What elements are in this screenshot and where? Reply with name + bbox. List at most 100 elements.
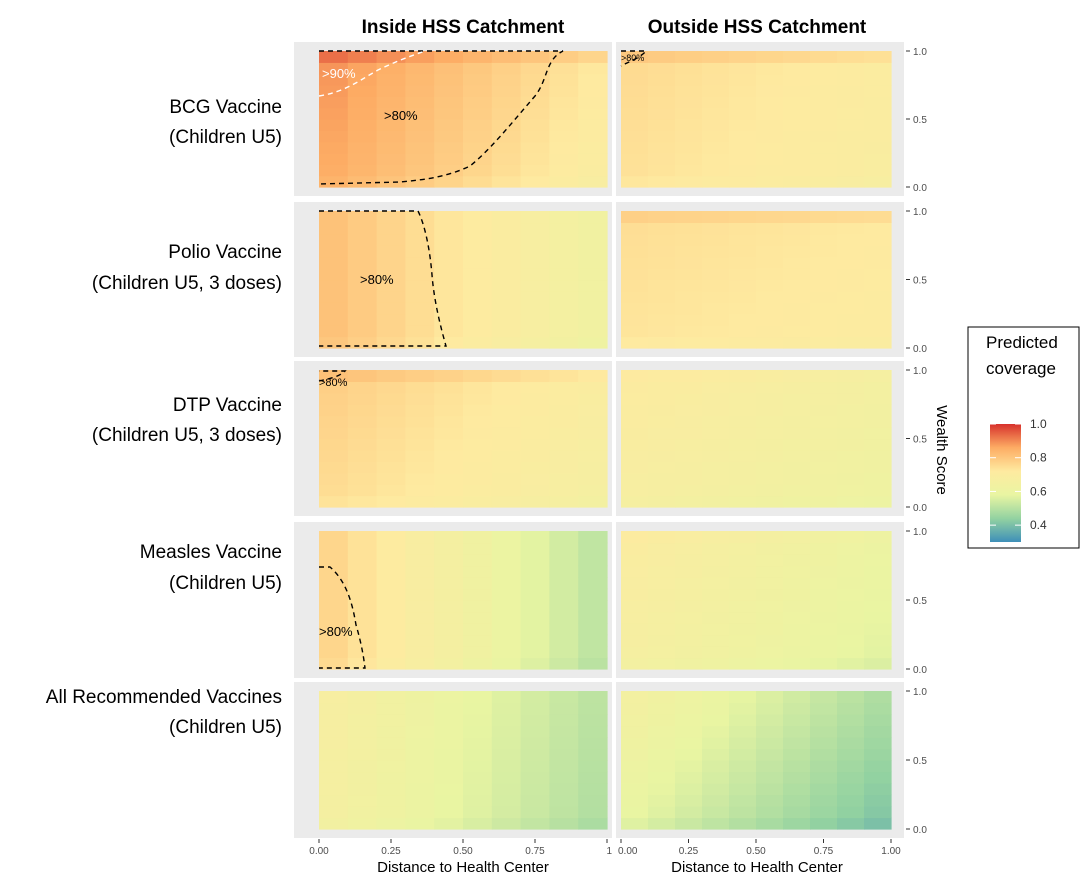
heatmap-cell — [702, 714, 730, 727]
heatmap-cell — [434, 472, 464, 485]
heatmap-cell — [729, 806, 757, 819]
heatmap-cell — [376, 600, 406, 613]
heatmap-cell — [520, 817, 550, 830]
heatmap-cell — [783, 256, 811, 269]
heatmap-cell — [783, 702, 811, 715]
heatmap-cell — [729, 748, 757, 761]
heatmap-cell — [864, 611, 892, 624]
heatmap-cell — [729, 268, 757, 281]
heatmap-cell — [837, 290, 865, 303]
heatmap-cell — [729, 794, 757, 807]
row-label-bcg-name: BCG Vaccine — [169, 97, 282, 118]
heatmap-cell — [702, 245, 730, 258]
heatmap-cell — [434, 211, 464, 224]
heatmap-cell — [756, 554, 784, 567]
heatmap-cell — [864, 817, 892, 830]
heatmap-cell — [756, 107, 784, 120]
heatmap-cell — [376, 381, 406, 394]
heatmap-cell — [405, 119, 435, 131]
heatmap-cell — [864, 588, 892, 601]
heatmap-cell — [702, 153, 730, 165]
heatmap-cell — [434, 725, 464, 738]
heatmap-cell — [675, 211, 703, 224]
y-tick-label: 1.0 — [913, 366, 927, 377]
heatmap-cell — [756, 279, 784, 292]
heatmap-cell — [648, 222, 676, 235]
heatmap-cell — [376, 806, 406, 819]
heatmap-cell — [405, 565, 435, 578]
heatmap-cell — [347, 484, 378, 497]
heatmap-cell — [621, 611, 649, 624]
heatmap-cell — [864, 290, 892, 303]
heatmap-cell — [702, 256, 730, 269]
heatmap-cell — [810, 771, 838, 784]
heatmap-cell — [434, 256, 464, 269]
heatmap-cell — [347, 565, 378, 578]
heatmap-cell — [405, 85, 435, 97]
heatmap-cell — [810, 164, 838, 177]
heatmap-cell — [756, 153, 784, 165]
heatmap-cell — [648, 164, 676, 177]
heatmap-cell — [648, 427, 676, 440]
heatmap-cell — [729, 96, 757, 109]
heatmap-cell — [376, 495, 406, 508]
heatmap-cell — [434, 646, 464, 659]
heatmap-cell — [621, 279, 649, 292]
heatmap-cell — [347, 313, 378, 326]
heatmap-cell — [347, 175, 378, 188]
heatmap-cell — [621, 495, 649, 508]
heatmap-cell — [319, 623, 349, 636]
heatmap-cell — [520, 472, 550, 485]
heatmap-cell — [810, 233, 838, 246]
heatmap-cell — [520, 484, 550, 497]
heatmap-cell — [405, 702, 435, 715]
heatmap-cell — [463, 438, 493, 451]
heatmap-cell — [621, 415, 649, 428]
heatmap-cell — [376, 565, 406, 578]
heatmap-cell — [549, 542, 579, 555]
heatmap-cell — [463, 577, 493, 590]
heatmap-cell — [491, 577, 522, 590]
heatmap-cell — [675, 783, 703, 796]
heatmap-cell — [520, 714, 550, 727]
heatmap-cell — [434, 107, 464, 120]
heatmap-cell — [434, 623, 464, 636]
heatmap-cell — [434, 427, 464, 440]
heatmap-cell — [549, 472, 579, 485]
heatmap-cell — [549, 85, 579, 97]
heatmap-cell — [810, 588, 838, 601]
heatmap-cell — [549, 771, 579, 784]
x-tick-label: 0.25 — [381, 846, 401, 857]
heatmap-cell — [319, 279, 349, 292]
heatmap-cell — [675, 427, 703, 440]
heatmap-cell — [434, 302, 464, 315]
heatmap-cell — [783, 427, 811, 440]
x-tick-label: 0.75 — [814, 846, 834, 857]
heatmap-cell — [520, 141, 550, 154]
heatmap-cell — [434, 531, 464, 544]
heatmap-cell — [756, 806, 784, 819]
heatmap-cell — [549, 495, 579, 508]
heatmap-cell — [434, 73, 464, 86]
heatmap-cell — [520, 392, 550, 405]
heatmap-cell — [621, 542, 649, 555]
heatmap-cell — [319, 600, 349, 613]
x-tick-label: 0.50 — [453, 846, 473, 857]
heatmap-cell — [376, 313, 406, 326]
heatmap-cell — [405, 245, 435, 258]
heatmap-cell — [702, 381, 730, 394]
heatmap-cell — [434, 588, 464, 601]
heatmap-cell — [729, 211, 757, 224]
heatmap-cell — [434, 806, 464, 819]
heatmap-cell — [864, 245, 892, 258]
heatmap-cell — [347, 531, 378, 544]
heatmap-cell — [864, 542, 892, 555]
heatmap-cell — [783, 484, 811, 497]
heatmap-cell — [810, 702, 838, 715]
heatmap-cell — [837, 107, 865, 120]
heatmap-cell — [463, 256, 493, 269]
heatmap-cell — [810, 737, 838, 750]
heatmap-cell — [578, 427, 608, 440]
heatmap-cell — [319, 302, 349, 315]
heatmap-cell — [319, 107, 349, 120]
